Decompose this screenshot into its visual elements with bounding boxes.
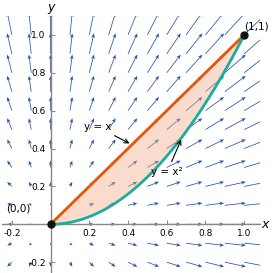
Text: y = x: y = x <box>84 121 128 143</box>
Text: y = x²: y = x² <box>151 141 183 177</box>
Text: y: y <box>47 1 54 14</box>
Text: (0,0): (0,0) <box>6 203 30 213</box>
Text: (1,1): (1,1) <box>244 21 269 31</box>
Text: x: x <box>262 218 269 231</box>
